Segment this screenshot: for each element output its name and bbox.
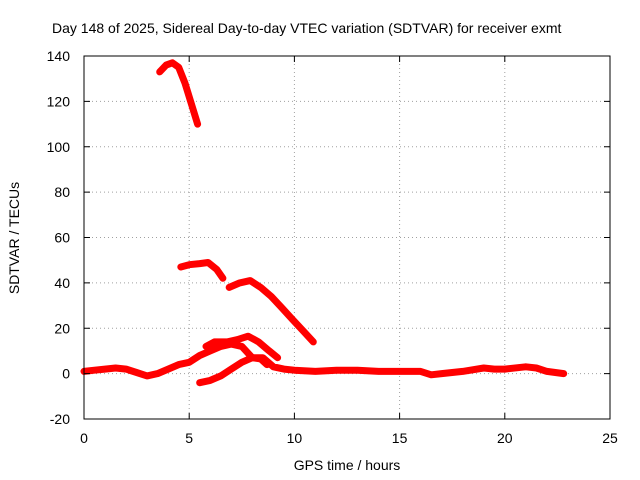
y-axis-label: SDTVAR / TECUs — [6, 182, 22, 294]
series-high-arc — [156, 59, 202, 128]
y-tick-label: 80 — [54, 184, 70, 200]
y-tick-label: 20 — [54, 320, 70, 336]
series-mid-arc-b — [225, 277, 317, 346]
series-mid-arc-a — [177, 259, 227, 282]
series-main-baseline — [80, 340, 568, 380]
x-axis-label: GPS time / hours — [294, 457, 401, 473]
y-tick-label: -20 — [50, 411, 70, 427]
y-tick-label: 120 — [47, 93, 71, 109]
series-rising-segment — [196, 354, 271, 387]
x-tick-label: 25 — [602, 430, 618, 446]
y-tick-label: 40 — [54, 275, 70, 291]
y-tick-label: 140 — [47, 48, 71, 64]
x-tick-label: 10 — [287, 430, 303, 446]
x-tick-label: 0 — [80, 430, 88, 446]
data-series — [80, 59, 568, 387]
y-tick-label: 60 — [54, 230, 70, 246]
grid — [84, 56, 610, 419]
x-tick-label: 20 — [497, 430, 513, 446]
series-bump-segment — [202, 332, 282, 362]
axis-ticks: 0 5 10 15 20 25 -20 0 20 40 60 80 100 120 140 — [47, 48, 618, 446]
y-tick-label: 0 — [62, 366, 70, 382]
x-tick-label: 5 — [185, 430, 193, 446]
y-tick-label: 100 — [47, 139, 71, 155]
x-tick-label: 15 — [392, 430, 408, 446]
chart-title: Day 148 of 2025, Sidereal Day-to-day VTE… — [52, 20, 561, 36]
